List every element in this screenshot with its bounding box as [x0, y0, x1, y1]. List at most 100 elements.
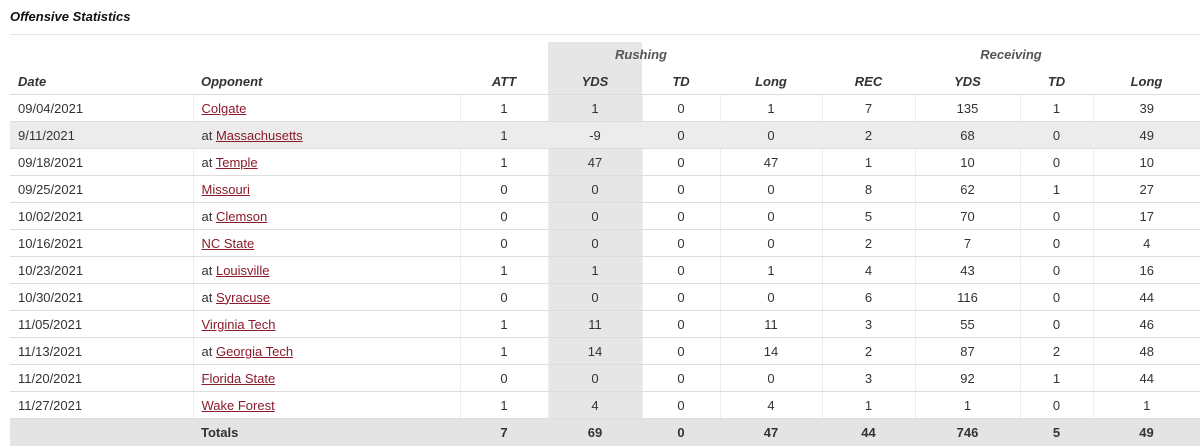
stat-cell: 3	[822, 311, 915, 338]
opponent-link[interactable]: NC State	[202, 236, 255, 251]
stat-cell: 1	[548, 257, 642, 284]
stat-cell: 1	[720, 95, 822, 122]
stat-cell: 0	[460, 203, 548, 230]
stat-cell: 0	[642, 365, 720, 392]
stat-cell: 0	[642, 284, 720, 311]
date-cell: 09/04/2021	[10, 95, 193, 122]
stat-cell: 1	[1020, 365, 1093, 392]
group-header: Receiving	[822, 47, 1200, 62]
stat-cell: 0	[720, 365, 822, 392]
stat-cell: 1	[548, 95, 642, 122]
stat-cell: 68	[915, 122, 1020, 149]
stat-cell: 17	[1093, 203, 1200, 230]
stat-cell: 6	[822, 284, 915, 311]
stat-cell: 8	[822, 176, 915, 203]
stat-cell: 4	[1093, 230, 1200, 257]
opponent-link[interactable]: Louisville	[216, 263, 269, 278]
opponent-link[interactable]: Virginia Tech	[202, 317, 276, 332]
divider	[10, 34, 1200, 35]
stat-cell: 0	[1020, 284, 1093, 311]
stat-cell: 0	[1020, 392, 1093, 419]
opponent-cell: Missouri	[193, 176, 460, 203]
opponent-link[interactable]: Temple	[216, 155, 258, 170]
stat-cell: 7	[822, 95, 915, 122]
column-header: Long	[720, 68, 822, 95]
stat-cell: 4	[548, 392, 642, 419]
stat-cell: 0	[642, 95, 720, 122]
group-cell	[10, 42, 193, 68]
total-cell: 5	[1020, 419, 1093, 446]
away-prefix: at	[202, 263, 213, 278]
stat-cell: 62	[915, 176, 1020, 203]
total-cell: 746	[915, 419, 1020, 446]
column-header: ATT	[460, 68, 548, 95]
stat-cell: 0	[1020, 149, 1093, 176]
stat-cell: 1	[460, 95, 548, 122]
stat-cell: 0	[720, 284, 822, 311]
stat-cell: 0	[720, 122, 822, 149]
date-cell: 09/25/2021	[10, 176, 193, 203]
stat-cell: 0	[460, 365, 548, 392]
stat-cell: 0	[720, 176, 822, 203]
stat-cell: 1	[822, 149, 915, 176]
stat-cell: 55	[915, 311, 1020, 338]
stat-cell: 47	[720, 149, 822, 176]
stat-cell: 27	[1093, 176, 1200, 203]
stat-cell: 1	[460, 392, 548, 419]
opponent-link[interactable]: Clemson	[216, 209, 267, 224]
date-cell: 9/11/2021	[10, 122, 193, 149]
column-header: TD	[1020, 68, 1093, 95]
stat-cell: 1	[1020, 95, 1093, 122]
opponent-link[interactable]: Missouri	[202, 182, 250, 197]
stat-cell: 87	[915, 338, 1020, 365]
stat-cell: 2	[822, 122, 915, 149]
opponent-cell: at Temple	[193, 149, 460, 176]
stat-cell: 4	[720, 392, 822, 419]
stat-cell: 1	[460, 311, 548, 338]
total-cell: 7	[460, 419, 548, 446]
stat-cell: 10	[1093, 149, 1200, 176]
stat-cell: 48	[1093, 338, 1200, 365]
opponent-cell: at Georgia Tech	[193, 338, 460, 365]
opponent-link[interactable]: Wake Forest	[202, 398, 275, 413]
opponent-link[interactable]: Colgate	[202, 101, 247, 116]
stat-cell: 2	[822, 230, 915, 257]
away-prefix: at	[202, 290, 213, 305]
stat-cell: 0	[1020, 257, 1093, 284]
stat-cell: 0	[642, 311, 720, 338]
opponent-link[interactable]: Massachusetts	[216, 128, 303, 143]
column-header: REC	[822, 68, 915, 95]
stat-cell: 49	[1093, 122, 1200, 149]
stat-cell: 0	[1020, 311, 1093, 338]
stat-cell: 0	[642, 257, 720, 284]
opponent-cell: Wake Forest	[193, 392, 460, 419]
stat-cell: 2	[1020, 338, 1093, 365]
opponent-link[interactable]: Florida State	[202, 371, 276, 386]
stat-cell: 0	[642, 338, 720, 365]
date-cell: 11/13/2021	[10, 338, 193, 365]
column-header: Opponent	[193, 68, 460, 95]
opponent-link[interactable]: Syracuse	[216, 290, 270, 305]
opponent-cell: NC State	[193, 230, 460, 257]
stat-cell: 70	[915, 203, 1020, 230]
opponent-link[interactable]: Georgia Tech	[216, 344, 293, 359]
stat-cell: 46	[1093, 311, 1200, 338]
totals-empty	[10, 419, 193, 446]
stat-cell: 1	[1020, 176, 1093, 203]
stat-cell: 0	[548, 365, 642, 392]
stat-cell: 1	[822, 392, 915, 419]
stat-cell: 7	[915, 230, 1020, 257]
stat-cell: 0	[642, 230, 720, 257]
stat-cell: 44	[1093, 365, 1200, 392]
stat-cell: 0	[548, 203, 642, 230]
group-cell	[193, 42, 460, 68]
